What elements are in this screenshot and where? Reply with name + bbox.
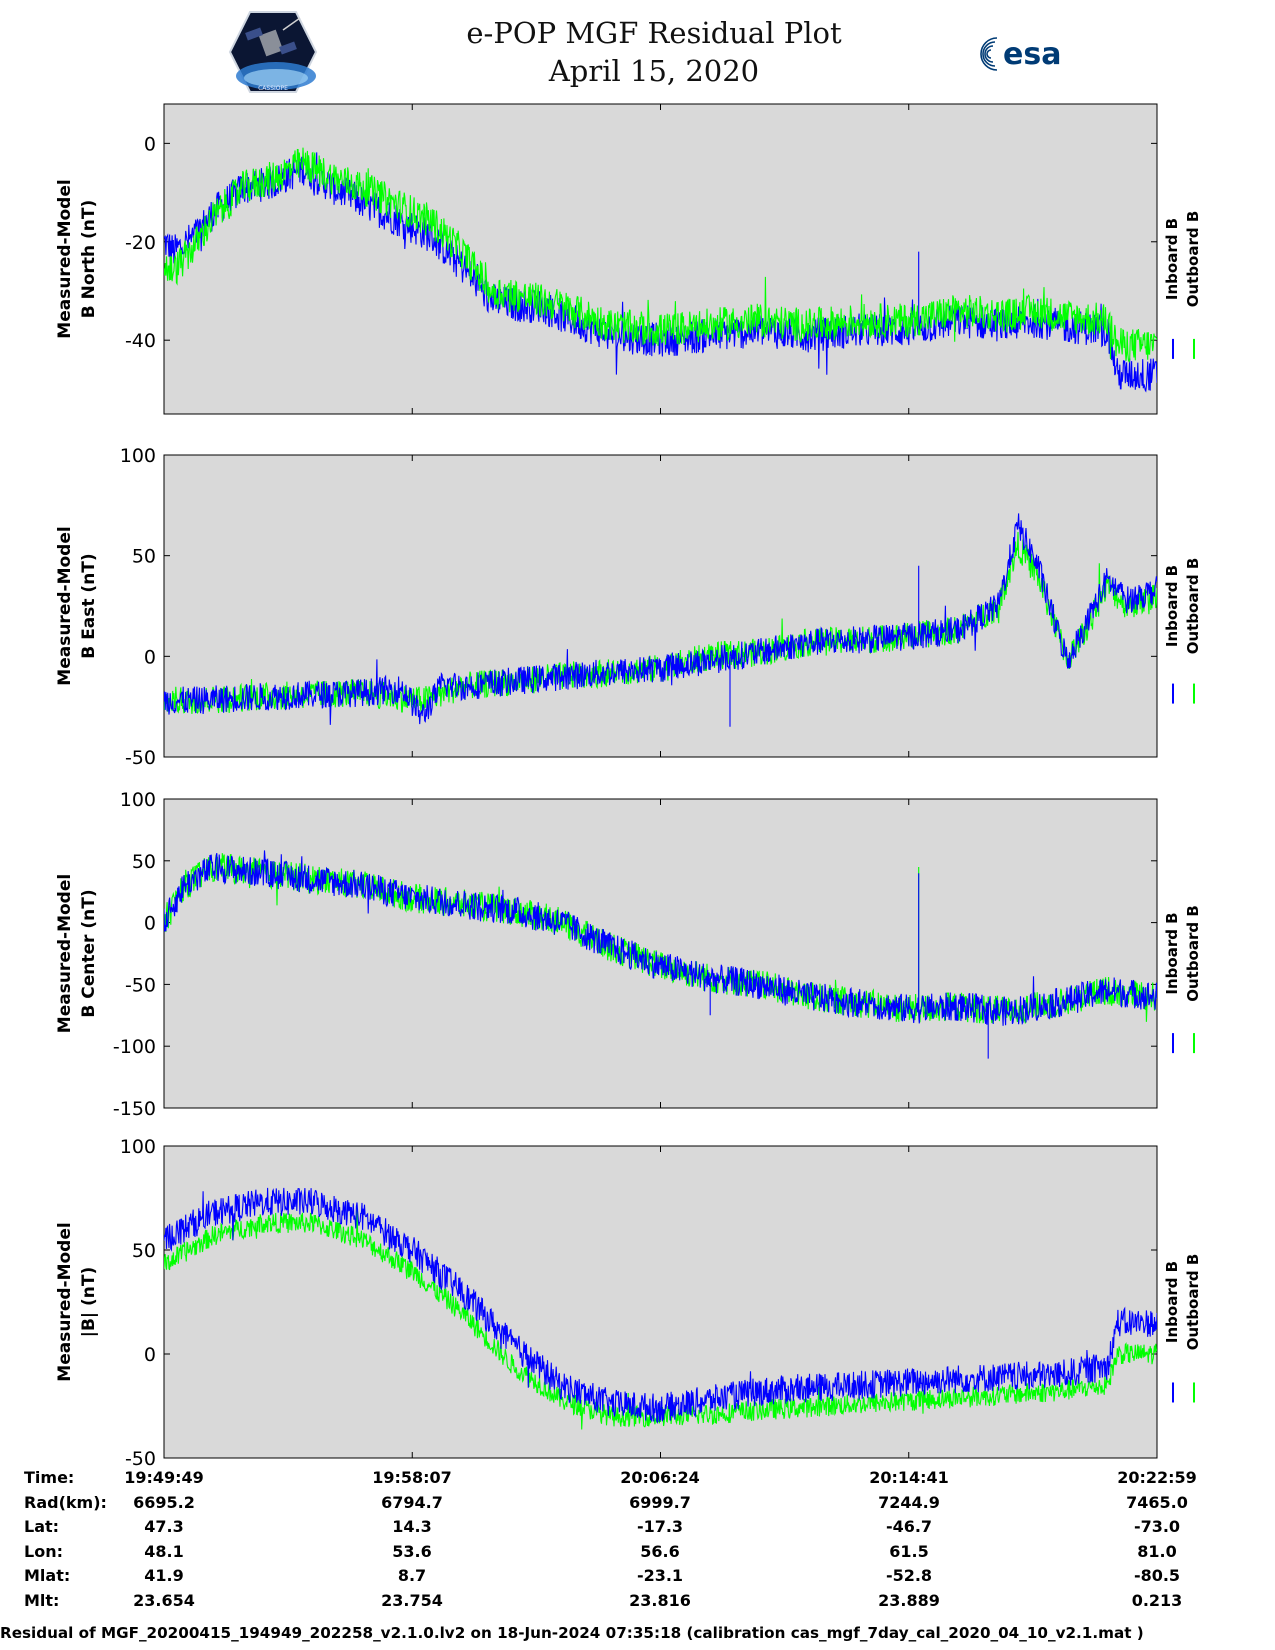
- ephemeris-cell: 20:22:59: [1117, 1468, 1197, 1487]
- legend-label-inboard: Inboard B: [1163, 565, 1181, 647]
- ephemeris-cell: 0.213: [1131, 1591, 1183, 1610]
- plot-date: April 15, 2020: [548, 54, 760, 88]
- ephemeris-row-label: Time:: [24, 1468, 75, 1487]
- y-tick-label: 0: [144, 646, 156, 668]
- ephemeris-cell: 41.9: [144, 1566, 184, 1586]
- ephemeris-cell: 23.889: [878, 1591, 940, 1610]
- ephemeris-cell: 6794.7: [381, 1492, 443, 1512]
- legend-label-outboard: Outboard B: [1184, 905, 1202, 1002]
- ephemeris-cell: 6695.2: [133, 1492, 195, 1512]
- ephemeris-cell: 6999.7: [629, 1492, 691, 1512]
- plot-area-north: [163, 103, 1158, 415]
- ephemeris-row-label: Mlt:: [24, 1591, 60, 1610]
- y-axis-label-center: Measured-Model B Center (nT): [55, 874, 99, 1033]
- ephemeris-row-label: Rad(km):: [24, 1492, 107, 1512]
- series-line-inboard-b: [164, 1187, 1157, 1424]
- ephemeris-cell: 23.754: [381, 1591, 443, 1610]
- ephemeris-row: Lat: 47.3 14.3 -17.3 -46.7 -73.0: [0, 1517, 1275, 1541]
- ephemeris-row-label: Mlat:: [24, 1566, 71, 1586]
- y-tick-label: 0: [144, 913, 156, 935]
- ephemeris-row-label: Lon:: [24, 1541, 63, 1561]
- y-tick-label: 100: [120, 445, 156, 467]
- ephemeris-cell: 8.7: [397, 1566, 427, 1586]
- ephemeris-cell: 23.816: [629, 1591, 691, 1610]
- esa-logo-text: esa: [1003, 37, 1061, 72]
- ephemeris-cell: 19:58:07: [372, 1468, 452, 1487]
- ephemeris-cell: -73.0: [1133, 1517, 1181, 1537]
- y-tick-label: -40: [125, 330, 156, 352]
- ephemeris-cell: -80.5: [1133, 1566, 1181, 1586]
- series-line-inboard-b: [164, 850, 1157, 1059]
- ephemeris-cell: 19:49:49: [124, 1468, 204, 1487]
- plot-area-east: [163, 454, 1158, 758]
- ephemeris-row: Lon: 48.1 53.6 56.6 61.5 81.0: [0, 1542, 1275, 1566]
- ephemeris-cell: 81.0: [1137, 1541, 1177, 1561]
- legend-label-inboard: Inboard B: [1163, 218, 1181, 300]
- y-tick-label: 0: [144, 133, 156, 155]
- panel-magnitude: 100 50 0 -50 Measured-Model |B| (nT) Inboard B…: [55, 1136, 1202, 1468]
- ephemeris-cell: 7244.9: [878, 1492, 940, 1512]
- ephemeris-row: Mlat: 41.9 8.7 -23.1 -52.8 -80.5: [0, 1566, 1275, 1590]
- cassiope-logo-text: CASSIOPE: [258, 85, 288, 92]
- ephemeris-row-label: Lat:: [24, 1517, 60, 1537]
- y-axis-label-north: Measured-Model B North (nT): [55, 179, 99, 338]
- ephemeris-cell: 53.6: [392, 1541, 432, 1561]
- ephemeris-cell: -17.3: [636, 1517, 684, 1537]
- ephemeris-cell: -46.7: [885, 1517, 933, 1537]
- legend-label-outboard: Outboard B: [1184, 211, 1202, 308]
- ephemeris-cell: 56.6: [640, 1541, 680, 1561]
- ephemeris-cell: 61.5: [889, 1541, 929, 1561]
- plot-title: e-POP MGF Residual Plot: [466, 16, 842, 50]
- y-tick-label: -150: [113, 1098, 156, 1120]
- ephemeris-cell: -23.1: [636, 1566, 684, 1586]
- series-line-outboard-b: [164, 147, 1157, 364]
- legend-label-outboard: Outboard B: [1184, 558, 1202, 655]
- ephemeris-cell: 23.654: [133, 1591, 195, 1610]
- y-tick-label: -50: [125, 747, 156, 769]
- esa-logo-icon: esa: [980, 37, 1061, 72]
- ephemeris-cell: 20:14:41: [869, 1468, 949, 1487]
- legend-label-inboard: Inboard B: [1163, 912, 1181, 994]
- y-tick-label: -100: [113, 1036, 156, 1058]
- series-line-inboard-b: [164, 513, 1157, 727]
- panel-center: 100 50 0 -50 -100 -150 Measured-Model B Center …: [55, 789, 1202, 1120]
- y-tick-label: 0: [144, 1344, 156, 1366]
- residual-plot-panels: 0 -20 -40 Measured-Model B North (nT) Inboard…: [55, 103, 1202, 1468]
- y-tick-label: 50: [132, 546, 156, 568]
- y-tick-label: -50: [125, 974, 156, 996]
- legend-label-outboard: Outboard B: [1184, 1254, 1202, 1351]
- panel-east: 100 50 0 -50 Measured-Model B East (nT) Inboar…: [55, 445, 1202, 769]
- series-line-outboard-b: [164, 1208, 1157, 1430]
- ephemeris-cell: 14.3: [392, 1517, 432, 1537]
- ephemeris-cell: -52.8: [885, 1566, 933, 1586]
- ephemeris-cell: 48.1: [144, 1541, 184, 1561]
- y-axis-label-magnitude: Measured-Model |B| (nT): [55, 1222, 99, 1381]
- y-tick-label: 50: [132, 1240, 156, 1262]
- y-tick-label: 100: [120, 789, 156, 811]
- y-tick-label: 50: [132, 851, 156, 873]
- ephemeris-cell: 20:06:24: [620, 1468, 700, 1487]
- y-tick-label: -50: [125, 1448, 156, 1468]
- panel-north: 0 -20 -40 Measured-Model B North (nT) Inboard…: [55, 103, 1202, 415]
- ephemeris-cell: 7465.0: [1126, 1492, 1188, 1512]
- legend-label-inboard: Inboard B: [1163, 1261, 1181, 1343]
- footer-caption: Residual of MGF_20200415_194949_202258_v…: [0, 1624, 1144, 1642]
- cassiope-satellite-logo-icon: CASSIOPE: [228, 11, 318, 93]
- y-tick-label: -20: [125, 232, 156, 254]
- ephemeris-cell: 47.3: [144, 1517, 184, 1537]
- y-axis-label-east: Measured-Model B East (nT): [55, 526, 99, 685]
- ephemeris-table: Time: 19:49:49 19:58:07 20:06:24 20:14:41 20:…: [0, 1468, 1275, 1618]
- ephemeris-row: Mlt: 23.654 23.754 23.816 23.889 0.213: [0, 1591, 1275, 1615]
- ephemeris-row: Time: 19:49:49 19:58:07 20:06:24 20:14:41 20:…: [0, 1468, 1275, 1492]
- ephemeris-row: Rad(km): 6695.2 6794.7 6999.7 7244.9 7465.0: [0, 1493, 1275, 1517]
- y-tick-label: 100: [120, 1136, 156, 1158]
